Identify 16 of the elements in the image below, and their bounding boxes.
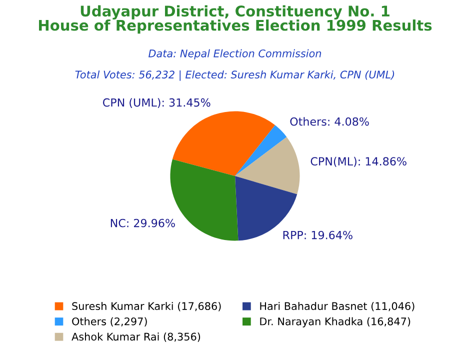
pie-slice	[235, 136, 300, 194]
pie-slice	[235, 125, 287, 176]
data-label: CPN(ML): 14.86%	[310, 156, 406, 167]
chart-title: Udayapur District, Constituency No. 1 House of Representatives Election 1999 Results	[39, 5, 432, 34]
data-label: CPN (UML): 31.45%	[102, 98, 210, 108]
data-label: RPP: 19.64%	[283, 230, 352, 240]
legend-label: Dr. Narayan Khadka (16,847)	[260, 317, 410, 328]
data-label: Others: 4.08%	[290, 117, 369, 126]
pie-slice	[172, 111, 276, 176]
legend-label: Ashok Kumar Rai (8,356)	[72, 332, 200, 342]
legend-label: Others (2,297)	[72, 317, 147, 327]
text: Total Votes: 56,232 | Elected: Suresh Kumar Karki, CPN (UML)	[75, 70, 394, 81]
chart-subtitle: Data: Nepal Election Commission	[148, 49, 322, 60]
legend-label: Suresh Kumar Karki (17,686)	[72, 302, 221, 312]
data-label: NC: 29.96%	[110, 218, 175, 228]
legend-label: Hari Bahadur Basnet (11,046)	[260, 302, 414, 312]
